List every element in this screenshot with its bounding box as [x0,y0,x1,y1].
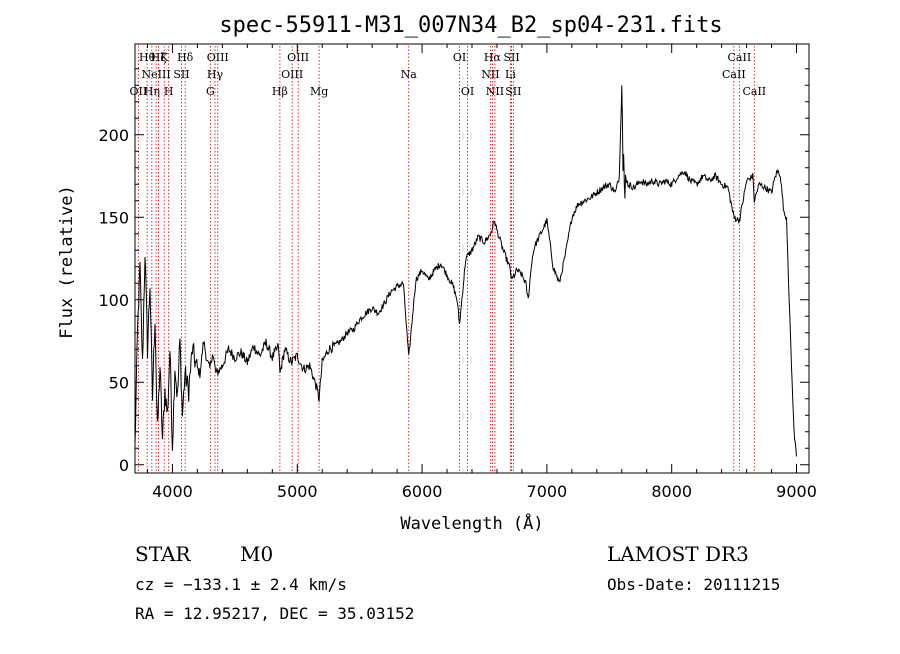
spectral-line-label: Hα [484,51,502,64]
spectral-line-label: SII [505,85,521,98]
spectral-line-label: H [164,85,174,98]
x-tick-label: 9000 [776,482,817,501]
spectral-line-labels: OII Hθ Hη NeIII HζK H SII Hδ G Hγ OIII Hβ OIII OIII Mg… [130,51,767,98]
spectral-line-label: NeIII [142,68,171,81]
y-tick-label: 150 [98,208,129,227]
y-tick-label: 100 [98,291,129,310]
spectral-line-label: CaII [722,68,746,81]
spectrum-line [134,85,797,457]
redshift-cz: cz = −133.1 ± 2.4 km/s [135,575,347,594]
spectral-line-label: OIII [287,51,309,64]
object-subclass: M0 [240,542,273,566]
spectral-line-label: NII [481,68,499,81]
chart-title: spec-55911-M31_007N34_B2_sp04-231.fits [219,13,722,38]
x-axis-label: Wavelength (Å) [400,512,543,534]
spectral-line-label: CaII [742,85,766,98]
y-axis-label: Flux (relative) [57,185,77,339]
spectral-line-label: K [160,51,169,64]
spectral-line-label: OII [130,85,148,98]
obs-date: Obs-Date: 20111215 [607,575,780,594]
spectral-line-label: Na [401,68,418,81]
x-axis-ticks: 4000 5000 6000 7000 8000 9000 [146,44,817,501]
spectral-line-label: Hδ [177,51,194,64]
spectral-line-label: Hγ [207,68,224,81]
x-tick-label: 5000 [277,482,318,501]
spectral-line-label: CaII [728,51,752,64]
x-tick-label: 7000 [527,482,568,501]
spectral-line-label: Hθ [139,51,156,64]
spectral-line-label: OIII [207,51,229,64]
y-tick-label: 50 [109,373,129,392]
y-tick-label: 0 [119,456,129,475]
x-tick-label: 6000 [402,482,443,501]
spectral-line-label: SII [173,68,189,81]
plot-frame [134,43,810,474]
spectral-line-label: SII [503,51,519,64]
spectral-line-label: Hβ [272,85,288,98]
x-tick-label: 4000 [152,482,193,501]
spectral-line-label: Hη [144,85,160,98]
y-tick-label: 200 [98,126,129,145]
survey-name: LAMOST DR3 [607,542,749,566]
spectral-line-label: NII [486,85,504,98]
spectral-line-label: Hζ [151,51,167,64]
y-axis-ticks: 0 50 100 150 200 [98,68,809,475]
x-tick-label: 8000 [651,482,692,501]
spectral-line-markers [137,46,755,473]
spectral-line-label: Mg [310,85,328,98]
spectral-line-label: OIII [281,68,303,81]
object-class: STAR [135,542,191,566]
spectral-line-label: OI [461,85,474,98]
coordinates: RA = 12.95217, DEC = 35.03152 [135,604,414,623]
spectral-line-label: Li [505,68,516,81]
spectral-line-label: OI [453,51,466,64]
spectral-line-label: G [206,85,215,98]
